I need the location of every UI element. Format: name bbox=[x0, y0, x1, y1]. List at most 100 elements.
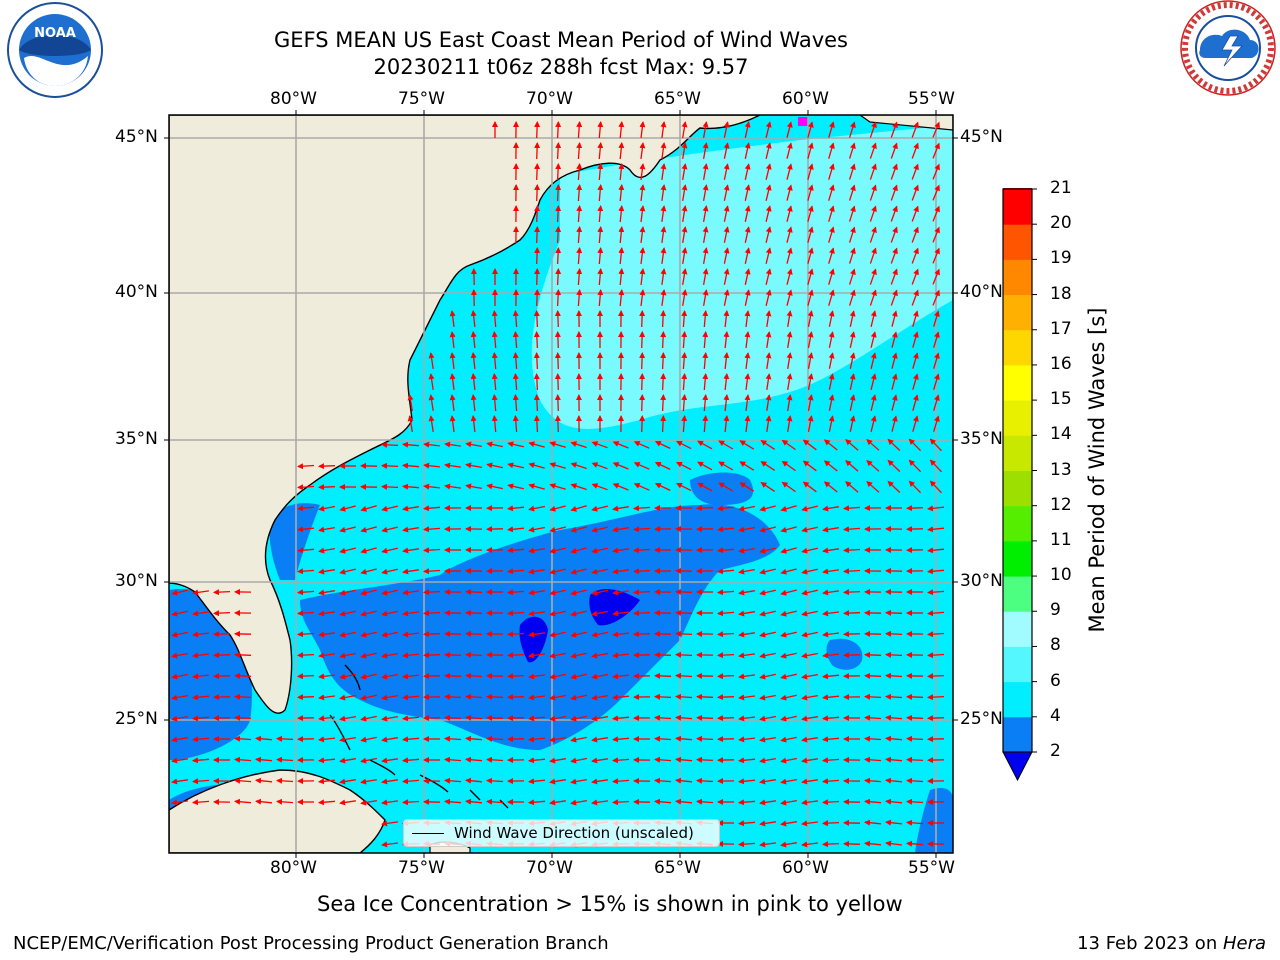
wind-wave-arrow bbox=[549, 631, 566, 638]
lon-label-bottom: 55°W bbox=[908, 858, 955, 878]
lat-label-left: 25°N bbox=[115, 709, 158, 729]
wind-wave-arrow bbox=[528, 505, 546, 512]
wind-wave-arrow bbox=[848, 247, 856, 264]
colorbar-segment bbox=[1003, 329, 1032, 366]
wind-wave-arrow bbox=[929, 438, 942, 452]
wind-wave-arrow bbox=[618, 268, 625, 286]
wind-wave-arrow bbox=[528, 483, 545, 490]
footer-date-text: 13 Feb 2023 on bbox=[1077, 933, 1223, 954]
wind-wave-arrow bbox=[528, 694, 545, 701]
lat-label-right: 25°N bbox=[960, 709, 1003, 729]
colorbar-segment bbox=[1003, 259, 1032, 296]
wind-wave-arrow bbox=[528, 715, 545, 722]
wind-wave-arrow bbox=[932, 247, 940, 264]
map-legend: Wind Wave Direction (unscaled) bbox=[403, 819, 720, 847]
lon-label-bottom: 60°W bbox=[782, 858, 829, 878]
wind-wave-arrow bbox=[507, 589, 525, 596]
wind-wave-arrow bbox=[507, 483, 524, 490]
ocean-low-region bbox=[915, 788, 953, 853]
colorbar-segment bbox=[1003, 716, 1032, 753]
wind-wave-arrow bbox=[890, 226, 898, 243]
wind-wave-arrow bbox=[318, 673, 335, 680]
wind-wave-arrow bbox=[890, 247, 898, 264]
wind-wave-arrow bbox=[465, 735, 483, 742]
wind-wave-arrow bbox=[807, 289, 814, 306]
wind-wave-arrow bbox=[297, 568, 315, 575]
wind-wave-arrow bbox=[528, 673, 545, 680]
wind-wave-arrow bbox=[554, 394, 561, 412]
wind-wave-arrow bbox=[681, 268, 688, 286]
wind-wave-arrow bbox=[444, 672, 462, 679]
wind-wave-arrow bbox=[192, 736, 210, 743]
colorbar-segment bbox=[1003, 224, 1032, 260]
wind-wave-arrow bbox=[738, 631, 755, 638]
wind-wave-arrow bbox=[549, 483, 566, 490]
wind-wave-arrow bbox=[744, 163, 751, 180]
wind-wave-arrow bbox=[591, 694, 609, 701]
lon-label-bottom: 75°W bbox=[398, 858, 445, 878]
wind-wave-arrow bbox=[912, 352, 919, 369]
wind-wave-arrow bbox=[717, 673, 735, 680]
wind-wave-arrow bbox=[576, 268, 583, 286]
wind-wave-arrow bbox=[402, 694, 420, 701]
wind-wave-arrow bbox=[744, 142, 751, 159]
wind-wave-arrow bbox=[786, 205, 793, 222]
wind-wave-arrow bbox=[744, 352, 751, 369]
wind-wave-arrow bbox=[781, 460, 796, 472]
wind-wave-arrow bbox=[618, 163, 625, 181]
wind-wave-arrow bbox=[486, 777, 504, 784]
wind-wave-arrow bbox=[555, 163, 562, 181]
wind-wave-arrow bbox=[597, 289, 604, 307]
wind-wave-arrow bbox=[765, 205, 772, 222]
wind-wave-arrow bbox=[675, 651, 693, 658]
wind-wave-arrow bbox=[744, 184, 751, 201]
wind-wave-arrow bbox=[381, 483, 399, 490]
wind-wave-arrow bbox=[660, 142, 667, 159]
wind-wave-arrow bbox=[828, 373, 835, 390]
noaa-logo: NOAA bbox=[7, 2, 103, 98]
wind-wave-arrow bbox=[885, 840, 902, 847]
wind-wave-arrow bbox=[486, 714, 504, 721]
wind-wave-arrow bbox=[444, 777, 462, 784]
wind-wave-arrow bbox=[738, 715, 755, 722]
wind-wave-arrow bbox=[759, 526, 776, 533]
wind-wave-arrow bbox=[597, 142, 604, 160]
wind-wave-arrow bbox=[738, 589, 756, 596]
wind-wave-arrow bbox=[848, 184, 856, 201]
lat-label-left: 40°N bbox=[115, 282, 158, 302]
wind-wave-arrow bbox=[171, 757, 188, 764]
wind-wave-arrow bbox=[402, 610, 419, 617]
colorbar-segment bbox=[1003, 435, 1032, 471]
wind-wave-arrow bbox=[234, 756, 252, 763]
wind-wave-arrow bbox=[633, 547, 651, 554]
wind-wave-arrow bbox=[402, 505, 420, 512]
wind-wave-arrow bbox=[276, 756, 294, 763]
wind-wave-arrow bbox=[822, 526, 840, 533]
wind-wave-arrow bbox=[576, 226, 583, 244]
wind-wave-arrow bbox=[576, 163, 583, 181]
wind-wave-arrow bbox=[318, 757, 336, 764]
wind-wave-arrow bbox=[549, 568, 566, 575]
wind-wave-arrow bbox=[570, 673, 587, 680]
wind-wave-arrow bbox=[428, 352, 435, 369]
wind-wave-arrow bbox=[932, 268, 940, 285]
wind-wave-arrow bbox=[822, 610, 839, 617]
wind-wave-arrow bbox=[360, 673, 377, 680]
wind-wave-arrow bbox=[927, 526, 945, 533]
wind-wave-arrow bbox=[927, 547, 945, 554]
wind-wave-arrow bbox=[891, 331, 898, 348]
wind-wave-arrow bbox=[570, 589, 587, 596]
wind-wave-arrow bbox=[381, 820, 398, 827]
wind-wave-arrow bbox=[465, 756, 483, 763]
wind-wave-arrow bbox=[444, 693, 462, 700]
land-bahamas bbox=[329, 664, 509, 809]
wind-wave-arrow bbox=[801, 736, 819, 743]
map-frame bbox=[168, 114, 954, 854]
wind-wave-arrow bbox=[591, 547, 608, 554]
colorbar-segment bbox=[1003, 540, 1032, 577]
wind-wave-arrow bbox=[681, 415, 688, 433]
wind-wave-arrow bbox=[402, 631, 419, 638]
wind-wave-arrow bbox=[675, 630, 693, 637]
wind-wave-arrow bbox=[675, 588, 693, 595]
colorbar-segment bbox=[1003, 505, 1032, 542]
